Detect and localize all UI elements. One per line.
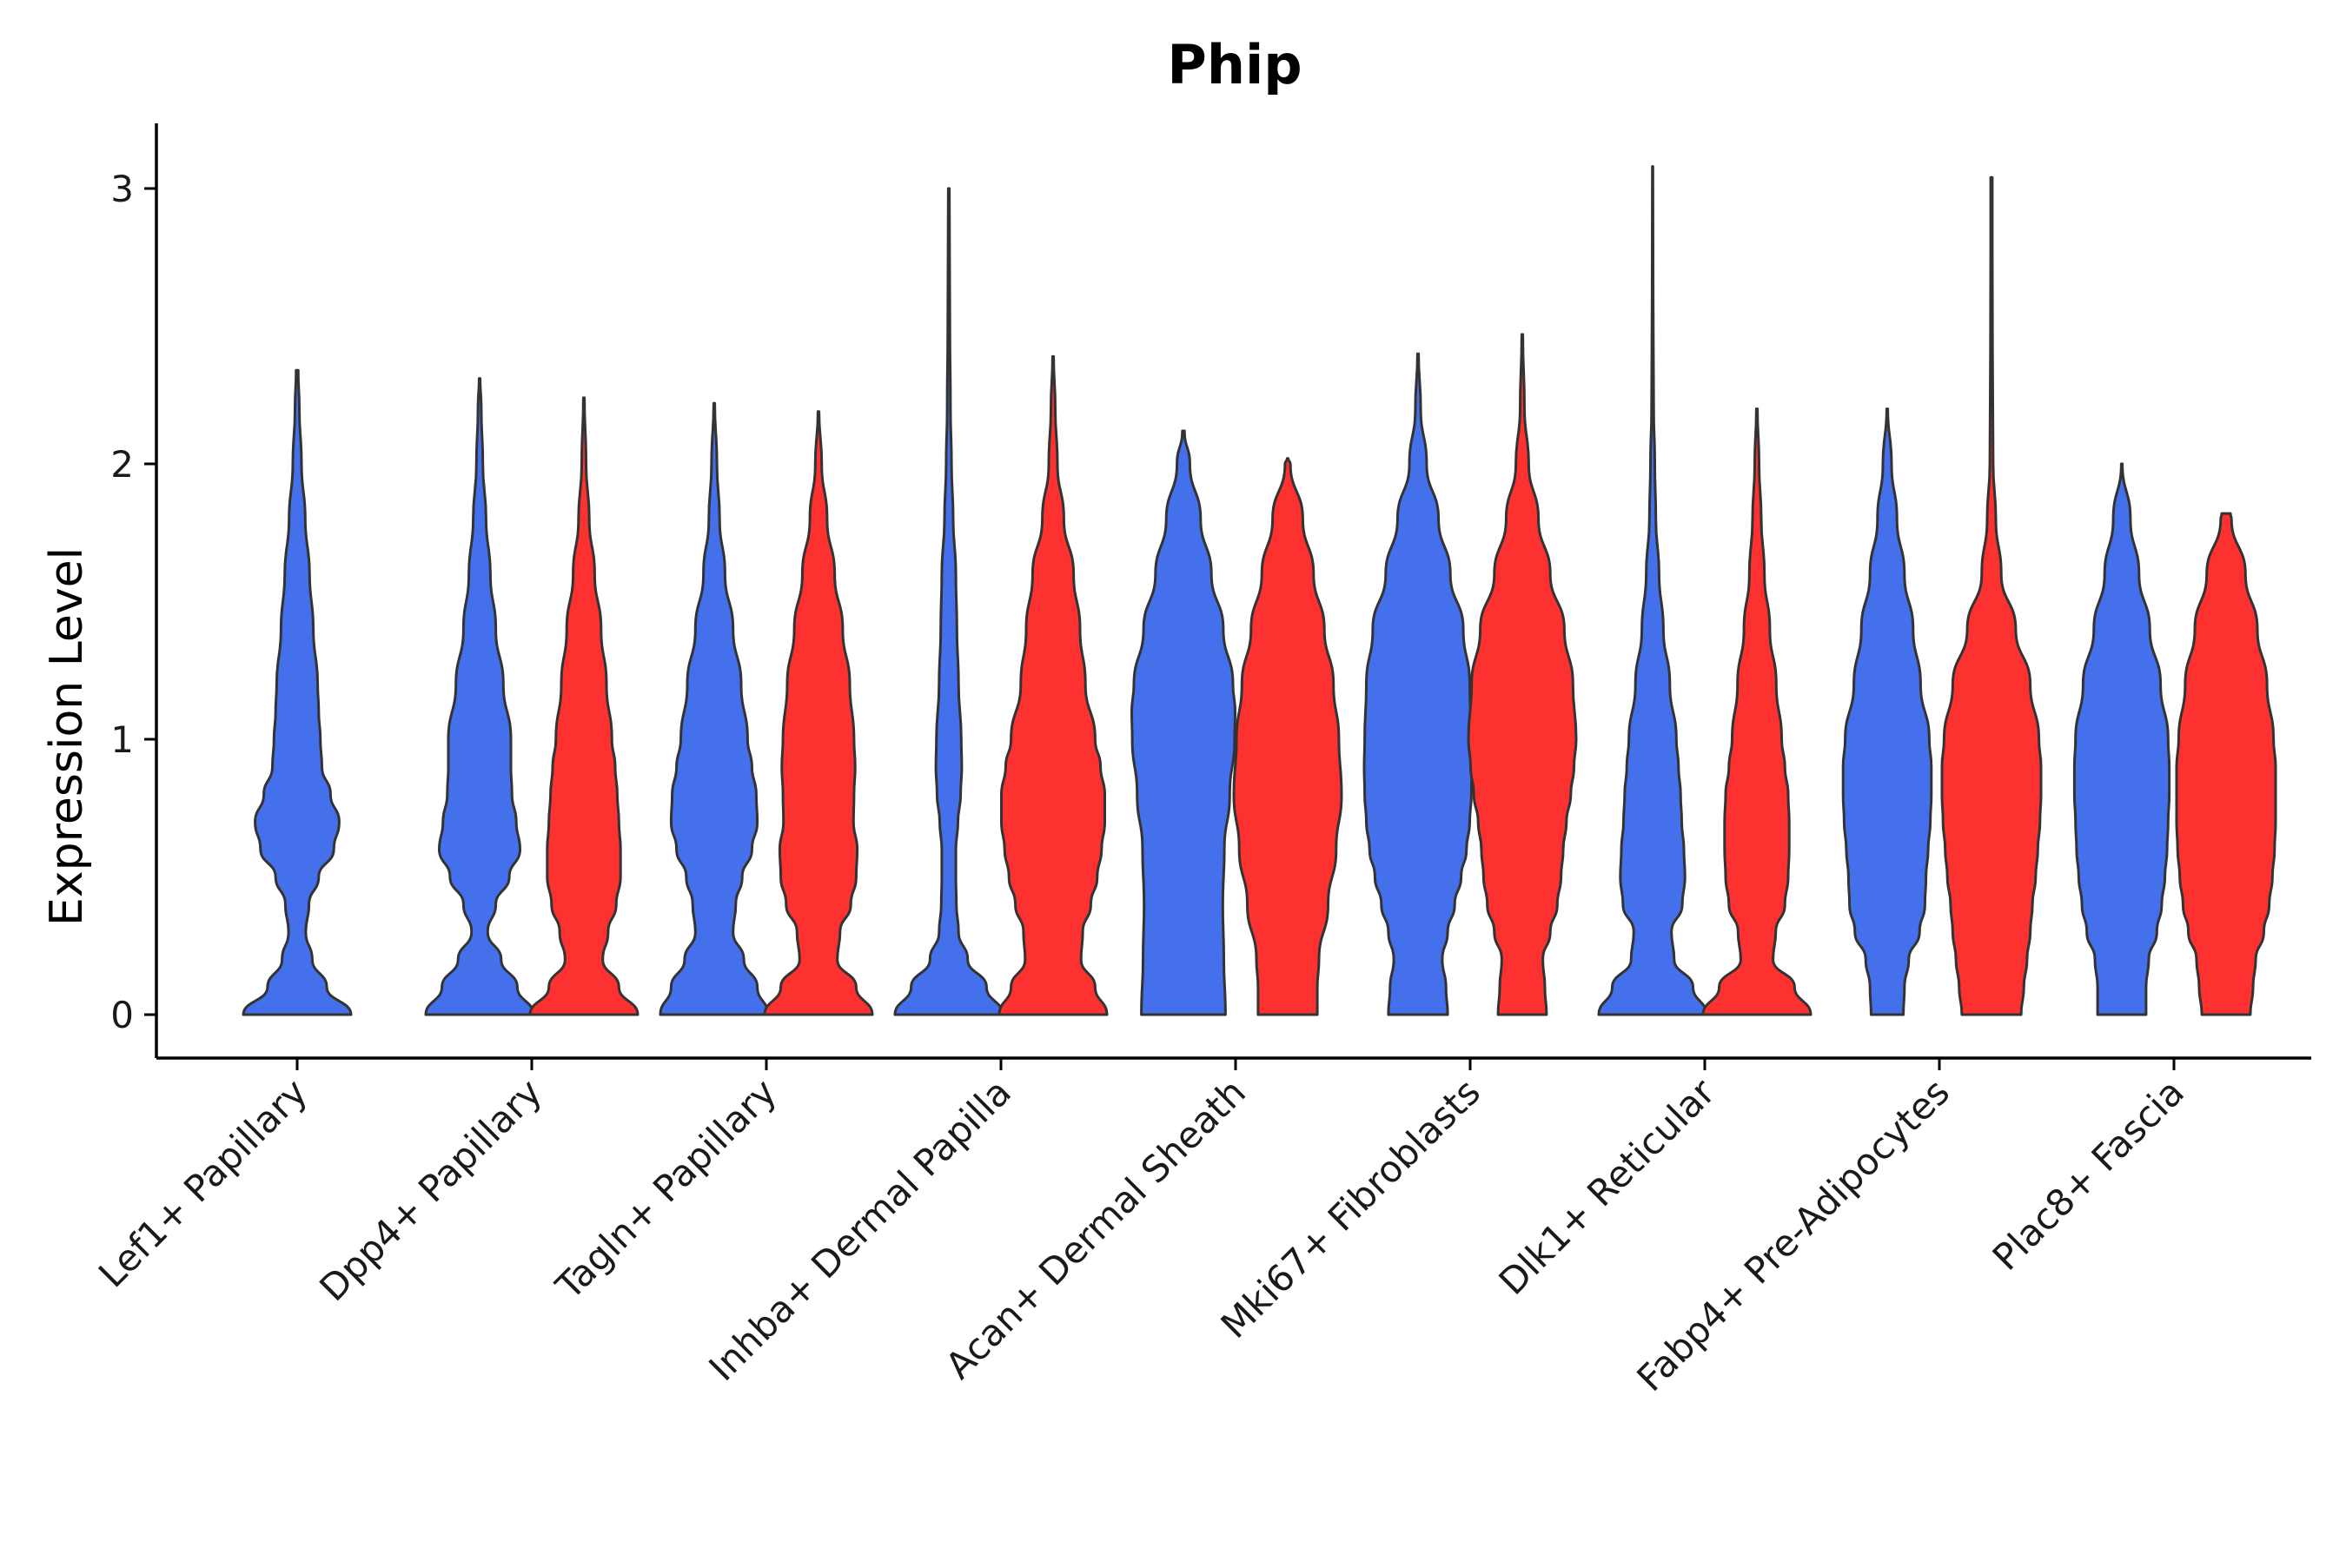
violin-group-a-mki67-fibroblasts xyxy=(1362,352,1474,1016)
x-tick-label: Dlk1+ Reticular xyxy=(1491,1070,1724,1303)
violin-group-b-plac8-fascia xyxy=(2175,512,2277,1016)
x-tick-label: Dpp4+ Papillary xyxy=(311,1070,550,1309)
violin-group-b-dpp4-papillary xyxy=(528,396,640,1016)
y-tick-label: 1 xyxy=(110,718,134,761)
violin-group-a-fabp4-pre-adipocytes xyxy=(1841,407,1933,1016)
violin-group-a-inhba-dermal-papilla xyxy=(893,187,1004,1016)
y-tick-label: 0 xyxy=(110,994,134,1036)
x-tick-label: Plac8+ Fascia xyxy=(1985,1070,2192,1278)
violin-group-b-mki67-fibroblasts xyxy=(1467,333,1578,1016)
violin-group-b-acan-dermal-sheath xyxy=(1232,457,1343,1016)
violin-group-a-plac8-fascia xyxy=(2072,462,2171,1016)
violin-group-b-fabp4-pre-adipocytes xyxy=(1940,175,2043,1016)
violin-group-b-tagln-papillary xyxy=(763,410,874,1016)
violins-layer xyxy=(242,165,2277,1016)
y-tick-label: 3 xyxy=(110,168,134,210)
x-tick-label: Tagln+ Papillary xyxy=(547,1070,785,1307)
x-tick-label: Mki67+ Fibroblasts xyxy=(1213,1070,1488,1346)
y-tick-label: 2 xyxy=(110,443,134,486)
violin-group-a-dpp4-papillary xyxy=(424,377,535,1016)
violin-group-a-tagln-papillary xyxy=(659,401,770,1016)
violin-group-a-lef1-papillary xyxy=(242,368,353,1016)
violin-group-b-dlk1-reticular xyxy=(1701,407,1813,1016)
x-tick-label: Lef1+ Papillary xyxy=(90,1070,315,1295)
violin-group-b-inhba-dermal-papilla xyxy=(997,354,1109,1016)
violin-group-a-dlk1-reticular xyxy=(1597,165,1708,1016)
violin-group-a-acan-dermal-sheath xyxy=(1130,429,1236,1016)
y-axis-label: Expression Level xyxy=(41,547,93,926)
chart-title: Phip xyxy=(1167,33,1302,96)
